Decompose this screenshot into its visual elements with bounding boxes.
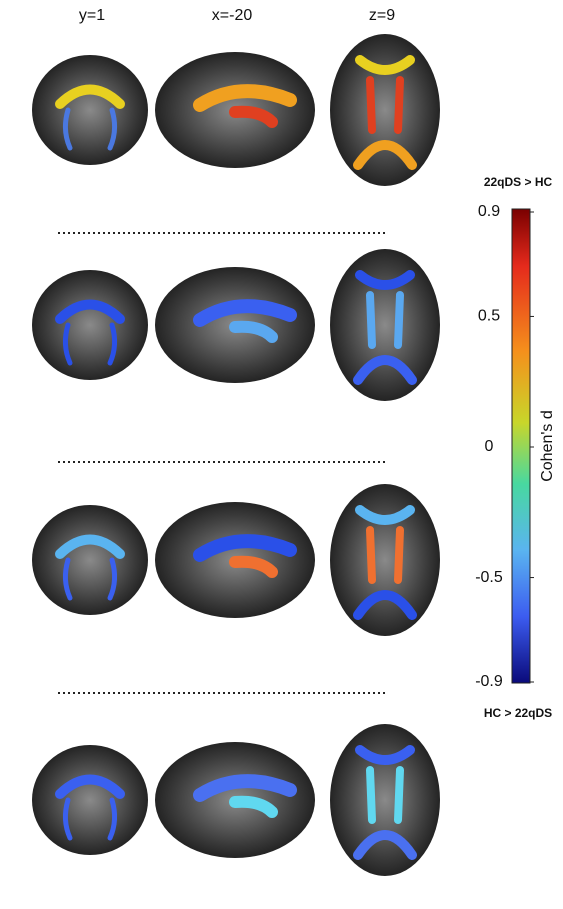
tract xyxy=(55,534,125,559)
tract xyxy=(55,84,125,109)
brain-coronal xyxy=(32,505,148,615)
tract xyxy=(355,745,415,765)
tract xyxy=(366,76,376,134)
tract xyxy=(193,299,297,327)
colorbar-tick-label: 0.9 xyxy=(478,203,500,220)
brain-axial xyxy=(330,249,440,401)
tract xyxy=(353,355,417,385)
tract xyxy=(107,557,118,601)
colorbar-tick-label: -0.5 xyxy=(475,569,503,586)
tract xyxy=(229,555,278,578)
colorbar-tick-label: 0.5 xyxy=(478,308,500,325)
tract xyxy=(229,795,278,818)
tract xyxy=(353,590,417,620)
tract xyxy=(107,797,118,841)
brain-panels xyxy=(32,34,440,876)
column-header: x=-20 xyxy=(212,7,253,24)
tract xyxy=(107,107,118,151)
tract xyxy=(55,299,125,324)
tract xyxy=(229,320,278,343)
tract xyxy=(366,291,376,349)
tract xyxy=(394,291,404,349)
tract xyxy=(62,322,73,366)
tract xyxy=(62,107,73,151)
colorbar xyxy=(511,208,531,684)
tract xyxy=(62,797,73,841)
tract xyxy=(193,534,297,562)
tract xyxy=(107,322,118,366)
tract xyxy=(366,766,376,824)
column-header: y=1 xyxy=(79,7,105,24)
tract xyxy=(394,76,404,134)
colorbar-label: Cohen's d xyxy=(539,410,556,482)
tract xyxy=(193,774,297,802)
tract xyxy=(229,105,278,128)
brain-coronal xyxy=(32,270,148,380)
tract xyxy=(355,55,415,75)
tract xyxy=(353,140,417,170)
tract xyxy=(62,557,73,601)
tract xyxy=(394,766,404,824)
brain-axial xyxy=(330,34,440,186)
tract xyxy=(366,526,376,584)
tract xyxy=(193,84,297,112)
colorbar-bottom-label: HC > 22qDS xyxy=(484,706,552,720)
column-header: z=9 xyxy=(369,7,395,24)
tract xyxy=(353,830,417,860)
brain-coronal xyxy=(32,745,148,855)
brain-coronal xyxy=(32,55,148,165)
tract xyxy=(394,526,404,584)
tract xyxy=(355,505,415,525)
tract xyxy=(355,270,415,290)
colorbar-top-label: 22qDS > HC xyxy=(484,175,553,189)
tract xyxy=(55,774,125,799)
brain-axial xyxy=(330,724,440,876)
colorbar-tick-label: -0.9 xyxy=(475,673,503,690)
brain-axial xyxy=(330,484,440,636)
colorbar-tick-label: 0 xyxy=(485,438,494,455)
